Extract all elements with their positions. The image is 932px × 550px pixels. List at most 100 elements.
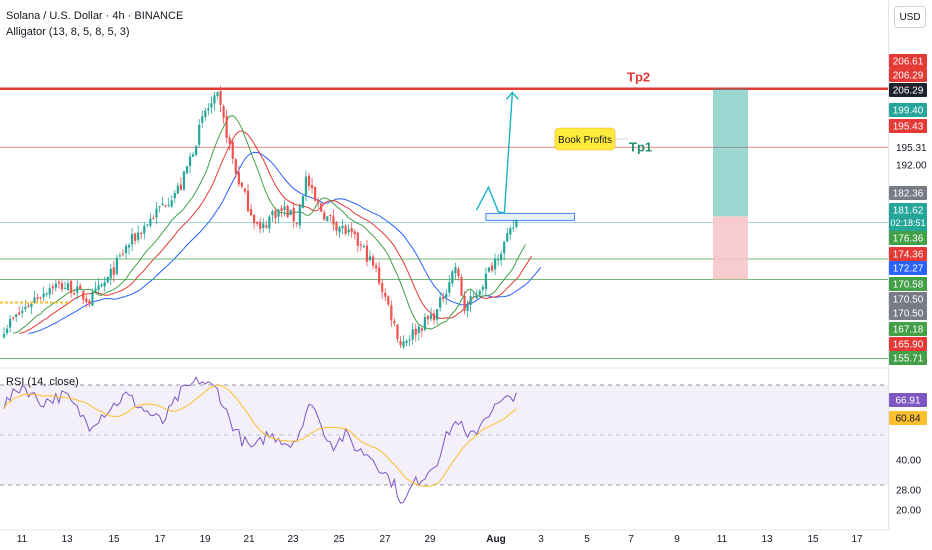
candle-body (134, 233, 137, 241)
candle-body (338, 227, 341, 233)
candle-body (82, 290, 85, 300)
candle-body (182, 171, 186, 190)
candle (265, 220, 268, 230)
candle (478, 289, 481, 297)
candle-body (335, 222, 338, 231)
candle (192, 152, 195, 157)
candle-body (164, 205, 167, 207)
candle-body (509, 228, 512, 235)
candle (249, 203, 253, 217)
candle (45, 291, 48, 297)
candle-body (137, 232, 140, 240)
candle (204, 107, 207, 121)
candle (97, 277, 100, 295)
candle-body (88, 300, 91, 305)
price-badge-value: 199.40 (893, 106, 924, 117)
candle (143, 222, 146, 240)
candle-body (274, 210, 277, 218)
candle-body (371, 256, 375, 266)
candle (475, 289, 478, 300)
candle (57, 278, 60, 289)
candle-body (344, 225, 347, 234)
candle-body (429, 314, 433, 319)
candle (161, 196, 164, 206)
candle (100, 282, 103, 288)
candle (298, 203, 301, 229)
candle-body (295, 222, 298, 224)
candle (292, 201, 295, 229)
price-tick-label: 195.31 (896, 143, 927, 154)
candle (182, 170, 186, 192)
candle-body (307, 175, 311, 187)
candle-body (457, 268, 460, 277)
time-tick-label: 17 (154, 534, 166, 545)
candle-body (463, 295, 466, 311)
candle-body (317, 200, 320, 204)
candle-body (326, 216, 329, 222)
candle-body (451, 271, 454, 284)
candle (82, 290, 85, 305)
price-badge (889, 83, 927, 97)
price-badge-value: 174.36 (893, 250, 924, 261)
candle-body (70, 280, 73, 294)
alligator-jaw-line (28, 151, 542, 334)
rsi-ma-line (3, 384, 517, 487)
candle-body (66, 283, 70, 290)
candle (271, 209, 274, 222)
price-badge-value: 172.27 (893, 264, 924, 275)
candle (390, 300, 393, 328)
candle-body (103, 282, 106, 287)
candle-body (396, 324, 399, 340)
candle-body (253, 214, 256, 224)
candle-body (381, 283, 384, 293)
candle (448, 275, 451, 297)
candle-body (27, 305, 30, 307)
candle (402, 335, 405, 349)
candle-body (271, 211, 274, 216)
rsi-legend[interactable]: RSI (14, close) (6, 376, 79, 388)
candle (332, 209, 335, 231)
candle (155, 201, 158, 225)
price-badge (889, 54, 927, 68)
price-badge-value: 181.62 (893, 206, 924, 217)
candle (231, 139, 234, 164)
time-tick-label: 3 (538, 534, 544, 545)
candle (9, 314, 12, 333)
candle-body (448, 282, 451, 293)
candle-body (310, 184, 314, 189)
candle-body (219, 91, 222, 105)
candle (18, 306, 21, 316)
currency-button[interactable]: USD (894, 6, 926, 28)
candle-body (350, 228, 353, 233)
candle-body (283, 206, 286, 210)
candle (335, 220, 338, 236)
candle-body (167, 204, 170, 207)
candle (320, 202, 323, 213)
candle (277, 208, 280, 224)
candle-body (503, 241, 506, 254)
candle (2, 327, 6, 340)
candle-body (436, 309, 439, 320)
candle-body (237, 172, 240, 185)
candle-body (5, 328, 9, 334)
price-badge-value: 206.29 (893, 86, 924, 97)
candle (515, 219, 518, 229)
candle (423, 313, 426, 332)
candle-body (51, 286, 54, 289)
candle (341, 219, 344, 235)
price-badge (889, 186, 927, 200)
candle (353, 229, 356, 240)
candle-body (475, 295, 478, 299)
candle (91, 288, 94, 306)
candle (253, 214, 256, 230)
candle-body (359, 244, 362, 246)
candle-body (9, 319, 12, 328)
candle (493, 253, 497, 276)
candle (487, 266, 491, 274)
price-badge (889, 306, 927, 320)
symbol-title[interactable]: Solana / U.S. Dollar · 4h · BINANCE (6, 10, 184, 22)
indicator-legend[interactable]: Alligator (13, 8, 5, 8, 5, 3) (6, 26, 130, 38)
time-tick-label: 13 (761, 534, 773, 545)
